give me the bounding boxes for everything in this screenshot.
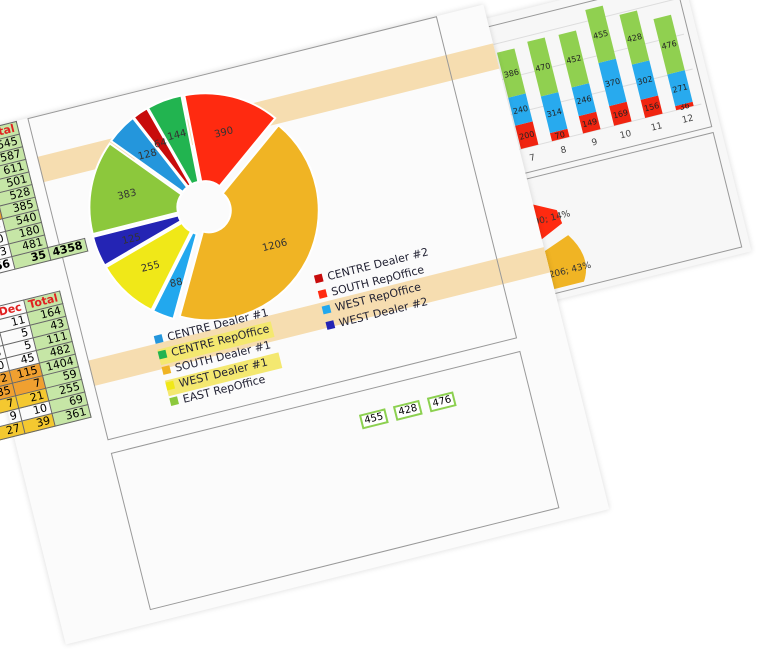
bar-value-label: 386 <box>503 67 520 79</box>
bar-segment <box>578 111 601 134</box>
legend-swatch <box>169 396 179 406</box>
bar-value-label: 169 <box>612 108 629 120</box>
bar-value-label: 240 <box>512 104 529 116</box>
bar-segment <box>631 60 659 100</box>
x-tick-label: 11 <box>650 121 664 133</box>
bar-segment <box>558 30 590 88</box>
bar-segment <box>653 14 685 75</box>
pie-slice <box>132 107 192 189</box>
bar-value-label: 302 <box>637 74 654 86</box>
x-tick-label: 12 <box>681 113 695 125</box>
bar-value-label: 314 <box>546 107 563 119</box>
legend-swatch <box>165 380 176 391</box>
pie-slice <box>91 214 183 267</box>
bar-value-label: 470 <box>534 61 551 73</box>
legend-swatch <box>317 289 328 299</box>
legend-swatch <box>153 334 164 344</box>
legend-swatch <box>321 304 332 315</box>
legend-swatch <box>157 349 168 360</box>
front-report-sheet: 390 1206 88 255 125 383 128 64 144 CENTRE Dealer… <box>0 4 610 645</box>
bar-segment <box>640 95 663 119</box>
pie-slice <box>88 142 183 236</box>
bar-value-label: 370 <box>604 77 621 89</box>
bar-segment <box>527 37 559 97</box>
legend-swatch <box>313 273 324 284</box>
x-tick-label: 10 <box>619 129 633 142</box>
bar-segment <box>598 58 627 107</box>
bar-segment <box>540 92 568 134</box>
bar-segment <box>675 101 694 111</box>
pie-slice <box>183 92 277 188</box>
slice-value-label: 144 <box>166 128 187 143</box>
pie-slice <box>151 231 198 321</box>
bar-segment <box>549 128 570 142</box>
bar-segment <box>667 70 693 107</box>
slice-value-label: 383 <box>116 187 137 202</box>
bar-value-label: 428 <box>626 32 643 44</box>
x-tick-label: 9 <box>591 137 599 148</box>
pie-slice <box>104 221 193 312</box>
bar-value-label: 246 <box>576 94 593 106</box>
pie-slice <box>178 123 320 322</box>
bar-value-label: 149 <box>581 117 598 129</box>
bar-segment <box>585 5 616 63</box>
x-tick-label: 7 <box>529 153 537 164</box>
bar-segment <box>508 93 533 126</box>
legend-swatch <box>161 365 172 375</box>
bar-value-label: 455 <box>592 29 609 41</box>
bar-value-label: 271 <box>672 82 689 94</box>
slice-value-label: 88 <box>169 276 184 290</box>
slice-value-label: 128 <box>137 147 158 162</box>
bar-value-label: 476 <box>661 39 678 51</box>
x-tick-label: 8 <box>560 145 568 156</box>
bar-value-label: 156 <box>643 101 660 113</box>
slice-value-label: 255 <box>140 259 161 274</box>
slice-value-label: 64 <box>153 137 168 151</box>
bar-segment <box>496 48 526 98</box>
pie-slice <box>109 116 189 194</box>
bar-segment <box>609 101 632 126</box>
bar-segment <box>619 10 650 65</box>
legend-swatch <box>325 320 336 330</box>
bar-value-label: 452 <box>565 53 582 65</box>
pie-slice <box>146 94 200 186</box>
bar-value-label: 36 <box>679 101 691 112</box>
bar-segment <box>515 121 539 149</box>
bar-value-label: 70 <box>554 130 566 141</box>
slice-value-label: 390 <box>213 125 234 140</box>
bar-segment <box>571 83 597 117</box>
bar-value-label: 200 <box>518 129 535 141</box>
slice-value-label: 125 <box>121 232 142 247</box>
